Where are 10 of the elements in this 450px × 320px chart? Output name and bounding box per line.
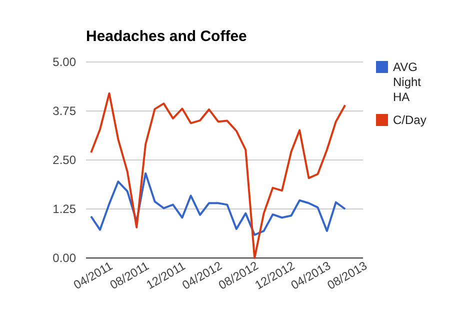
line-series [90, 172, 346, 236]
y-tick-label: 1.25 [52, 202, 76, 216]
y-tick-label: 0.00 [52, 251, 76, 265]
y-tick-label: 5.00 [52, 55, 76, 69]
y-tick-label: 3.75 [52, 104, 76, 118]
legend-label: C/Day [393, 113, 426, 127]
chart-title: Headaches and Coffee [86, 28, 247, 45]
line-series [90, 92, 346, 259]
legend-label: AVG Night HA [393, 60, 422, 104]
y-tick-label: 2.50 [52, 153, 76, 167]
